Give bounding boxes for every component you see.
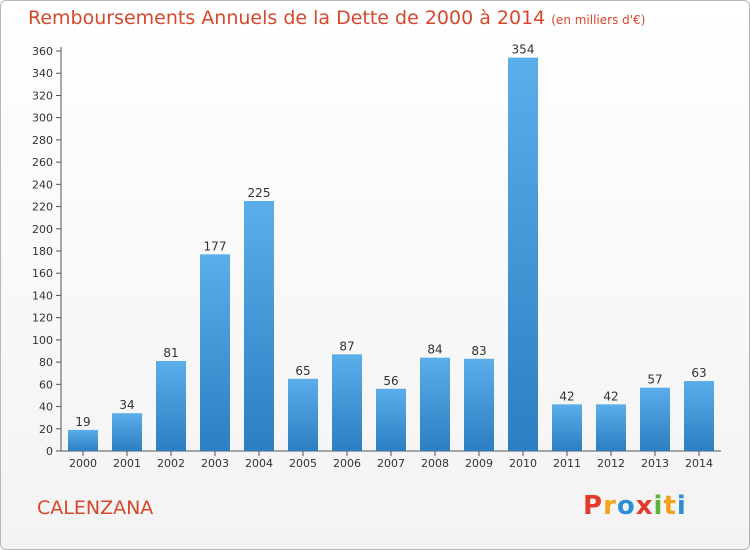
data-label: 225 (248, 186, 271, 200)
y-tick-label: 220 (32, 201, 53, 214)
bar (464, 358, 494, 451)
y-tick-label: 0 (46, 445, 53, 458)
y-tick-label: 340 (32, 67, 53, 80)
data-label: 87 (339, 339, 354, 353)
city-name: CALENZANA (37, 497, 154, 519)
data-label: 34 (119, 398, 134, 412)
data-label: 57 (647, 373, 662, 387)
bar (376, 388, 406, 451)
x-tick-label: 2012 (597, 457, 625, 470)
x-tick-label: 2013 (641, 457, 669, 470)
y-tick-label: 20 (39, 423, 53, 436)
y-tick-label: 300 (32, 112, 53, 125)
data-label: 177 (204, 239, 227, 253)
x-tick-label: 2000 (69, 457, 97, 470)
y-tick-label: 200 (32, 223, 53, 236)
y-tick-label: 320 (32, 89, 53, 102)
bar (68, 429, 98, 451)
data-label: 354 (512, 43, 535, 57)
y-tick-label: 280 (32, 134, 53, 147)
unit-label: (en milliers d'€) (551, 13, 646, 27)
bar (508, 57, 538, 452)
y-tick-label: 160 (32, 267, 53, 280)
x-tick-label: 2002 (157, 457, 185, 470)
y-tick-label: 260 (32, 156, 53, 169)
logo-letter: r (603, 491, 617, 521)
x-tick-label: 2005 (289, 457, 317, 470)
x-tick-label: 2007 (377, 457, 405, 470)
chart-title: Remboursements Annuels de la Dette de 20… (28, 7, 645, 29)
bar (156, 361, 186, 451)
logo-letter: t (663, 491, 677, 521)
data-label: 19 (75, 415, 90, 429)
bar (596, 404, 626, 451)
bar (420, 357, 450, 451)
bars: 19 34 81 177 225 65 87 56 84 83 354 42 42 57 63 (68, 43, 714, 452)
y-tick-label: 60 (39, 378, 53, 391)
logo-letter: o (616, 491, 636, 521)
x-tick-label: 2014 (685, 457, 713, 470)
bar (244, 201, 274, 451)
title-text: Remboursements Annuels de la Dette de 20… (28, 7, 546, 29)
x-tick-label: 2011 (553, 457, 581, 470)
bar (552, 404, 582, 451)
logo-letter: i (676, 491, 687, 521)
y-tick-label: 120 (32, 312, 53, 325)
x-tick-label: 2001 (113, 457, 141, 470)
bar (288, 378, 318, 451)
y-tick-label: 180 (32, 245, 53, 258)
x-tick-label: 2010 (509, 457, 537, 470)
x-tick-label: 2009 (465, 457, 493, 470)
bar (684, 381, 714, 451)
data-label: 65 (295, 364, 310, 378)
bar (112, 413, 142, 451)
bar (640, 387, 670, 451)
data-label: 42 (603, 389, 618, 403)
x-tick-label: 2008 (421, 457, 449, 470)
y-tick-label: 140 (32, 289, 53, 302)
logo-letter: x (635, 491, 654, 521)
bar (200, 254, 230, 451)
proxiti-logo[interactable]: Proxiti (583, 491, 687, 521)
data-label: 56 (383, 374, 398, 388)
y-tick-label: 80 (39, 356, 53, 369)
y-tick-label: 360 (32, 45, 53, 58)
data-label: 42 (559, 389, 574, 403)
x-tick-label: 2003 (201, 457, 229, 470)
bar (332, 354, 362, 451)
y-tick-label: 240 (32, 178, 53, 191)
x-tick-label: 2004 (245, 457, 273, 470)
x-tick-label: 2006 (333, 457, 361, 470)
data-label: 81 (163, 346, 178, 360)
logo-letter: P (583, 491, 604, 521)
y-tick-label: 40 (39, 401, 53, 414)
data-label: 83 (471, 344, 486, 358)
data-label: 63 (691, 366, 706, 380)
y-tick-label: 100 (32, 334, 53, 347)
data-label: 84 (427, 343, 442, 357)
logo-letter: i (653, 491, 664, 521)
